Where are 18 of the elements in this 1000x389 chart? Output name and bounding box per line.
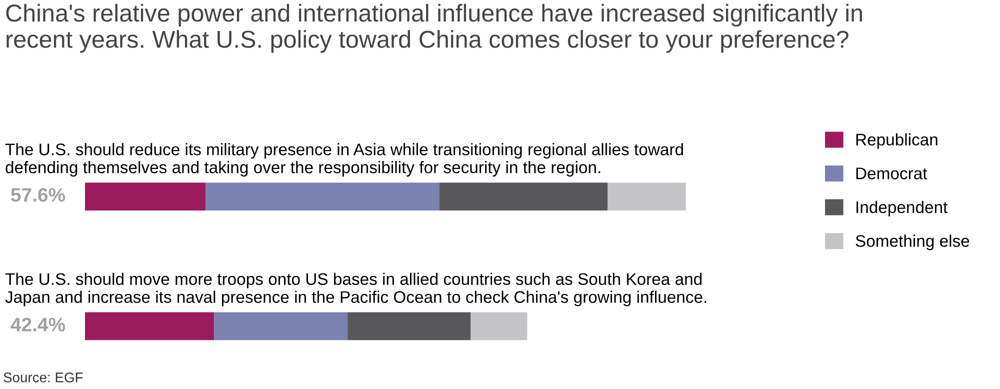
bar [470, 312, 528, 340]
bar [439, 182, 608, 211]
source-note: Source: EGF [4, 372, 83, 382]
bar [85, 182, 206, 211]
legend-label: Something else [856, 234, 970, 250]
y-tick-label: The U.S. should reduce its military presence in Asia while transitioning regional allies toward defending themselves and taking over the responsibility for security in the region. [5, 143, 683, 177]
legend-label: Democrat [856, 168, 928, 180]
legend-label: Republican [856, 133, 938, 149]
text: 57.6% [11, 188, 66, 202]
chart-title: China's relative power and international influence have increased significantly in recent years. What U.S. policy toward China comes closer to your preference? [6, 4, 862, 53]
legend-label: Independent [856, 200, 948, 216]
bar [85, 312, 214, 340]
y-tick-label: The U.S. should move more troops onto US bases in allied countries such as South Korea and Japan and increase its naval presence in the Pacific Ocean to check China's growing influence. [5, 272, 706, 306]
bar [608, 182, 686, 211]
bar [214, 312, 348, 340]
bar [206, 182, 440, 211]
bar [348, 312, 471, 340]
text: 42.4% [10, 318, 66, 332]
